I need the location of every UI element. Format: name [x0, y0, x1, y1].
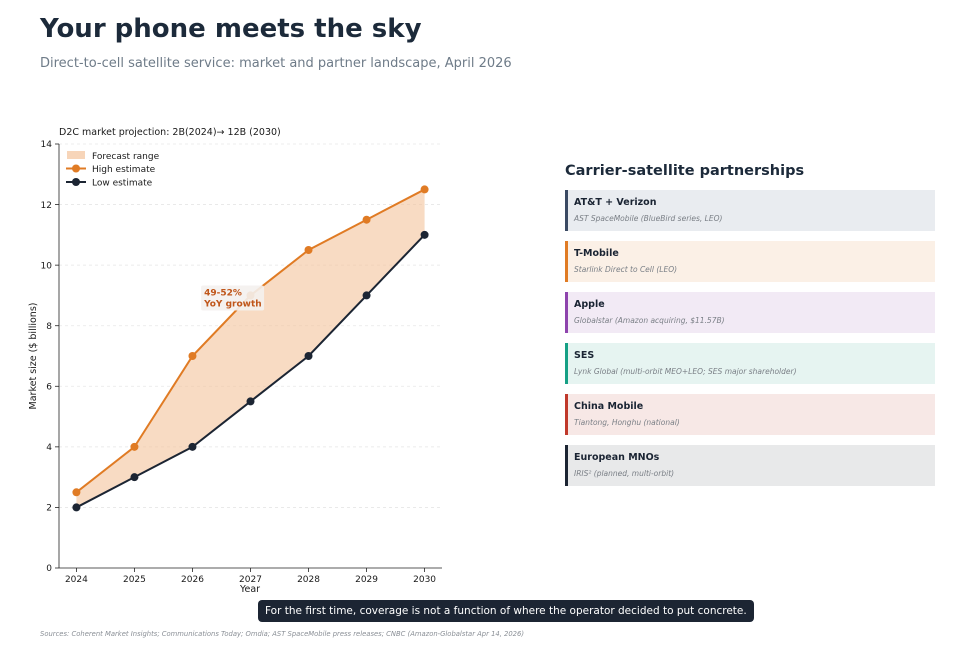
partnership-card: European MNOs IRIS² (planned, multi-orbit… [565, 445, 935, 486]
y-tick-label: 12 [41, 201, 52, 211]
carrier-name: European MNOs [574, 452, 660, 463]
partnerships-panel: Carrier-satellite partnerships AT&T + Ve… [565, 163, 935, 496]
partnership-card: China Mobile Tiantong, Honghu (national) [565, 394, 935, 435]
y-tick-label: 10 [41, 261, 53, 271]
y-axis-label: Market size ($ billions) [28, 303, 39, 410]
x-tick-label: 2026 [181, 575, 204, 585]
low-estimate-point [362, 291, 371, 300]
low-estimate-point [72, 503, 81, 512]
y-tick-label: 6 [46, 382, 52, 392]
x-tick-label: 2030 [413, 575, 436, 585]
high-estimate-point [130, 442, 139, 451]
x-tick-label: 2029 [355, 575, 378, 585]
low-estimate-point [304, 352, 313, 360]
chart-ticks: 0 2 4 6 8 10 12 14 2024 2025 2026 2027 2028 2029 2030 [41, 140, 437, 585]
x-tick-label: 2028 [297, 575, 320, 585]
partnership-card: AT&T + Verizon AST SpaceMobile (BlueBird … [565, 190, 935, 231]
chart-title: D2C market projection: 2B(2024)→ 12B (20… [59, 127, 281, 138]
carrier-name: T-Mobile [574, 248, 619, 259]
partner-detail: IRIS² (planned, multi-orbit) [574, 469, 675, 478]
partnerships-title: Carrier-satellite partnerships [565, 163, 805, 179]
legend-label-forecast-range: Forecast range [92, 152, 160, 162]
sources-footnote: Sources: Coherent Market Insights; Commu… [40, 630, 524, 638]
y-tick-label: 0 [46, 564, 52, 574]
carrier-name: SES [574, 350, 595, 361]
page-title: Your phone meets the sky [40, 14, 422, 44]
chart-points [72, 185, 429, 512]
partner-detail: Tiantong, Honghu (national) [574, 418, 680, 427]
legend-swatch-forecast-range [67, 151, 85, 159]
key-insight-callout: For the first time, coverage is not a fu… [258, 600, 754, 622]
low-estimate-point [246, 397, 255, 406]
chart-legend: Forecast range High estimate Low estimat… [66, 151, 160, 189]
x-axis-label: Year [239, 584, 260, 595]
forecast-range-band [76, 189, 425, 508]
legend-label-high: High estimate [92, 165, 156, 175]
growth-annotation: 49-52% YoY growth [201, 285, 265, 311]
partner-detail: Lynk Global (multi-orbit MEO+LEO; SES ma… [574, 367, 797, 376]
partner-detail: AST SpaceMobile (BlueBird series, LEO) [574, 214, 723, 223]
growth-annotation-line1: 49-52% [204, 288, 242, 298]
partnership-list: AT&T + Verizon AST SpaceMobile (BlueBird … [565, 190, 935, 486]
market-projection-chart: D2C market projection: 2B(2024)→ 12B (20… [28, 127, 442, 595]
high-estimate-point [188, 352, 197, 360]
low-estimate-point [420, 230, 429, 239]
legend-marker-high [72, 164, 80, 173]
y-tick-label: 2 [46, 504, 52, 514]
x-tick-label: 2024 [65, 575, 88, 585]
partnership-card: SES Lynk Global (multi-orbit MEO+LEO; SES… [565, 343, 935, 384]
partnership-card: Apple Globalstar (Amazon acquiring, $11.5… [565, 292, 935, 333]
page-subtitle: Direct-to-cell satellite service: market… [40, 56, 512, 71]
legend-marker-low [72, 178, 80, 186]
growth-annotation-line2: YoY growth [203, 299, 262, 309]
carrier-name: Apple [574, 299, 605, 310]
partner-detail: Globalstar (Amazon acquiring, $11.57B) [574, 316, 725, 325]
partnership-card: T-Mobile Starlink Direct to Cell (LEO) [565, 241, 935, 282]
y-tick-label: 4 [46, 443, 52, 453]
y-tick-label: 14 [41, 140, 53, 150]
high-estimate-point [420, 185, 429, 194]
low-estimate-point [188, 442, 197, 451]
high-estimate-point [72, 488, 81, 497]
legend-label-low: Low estimate [92, 179, 153, 189]
x-tick-label: 2027 [239, 575, 262, 585]
high-estimate-point [304, 246, 313, 254]
x-tick-label: 2025 [123, 575, 146, 585]
growth-annotation-bg [201, 285, 265, 311]
y-tick-label: 8 [46, 322, 52, 332]
high-estimate-point [362, 215, 371, 224]
carrier-name: AT&T + Verizon [574, 197, 657, 208]
carrier-name: China Mobile [574, 401, 644, 412]
low-estimate-point [130, 473, 139, 482]
partner-detail: Starlink Direct to Cell (LEO) [574, 265, 678, 274]
